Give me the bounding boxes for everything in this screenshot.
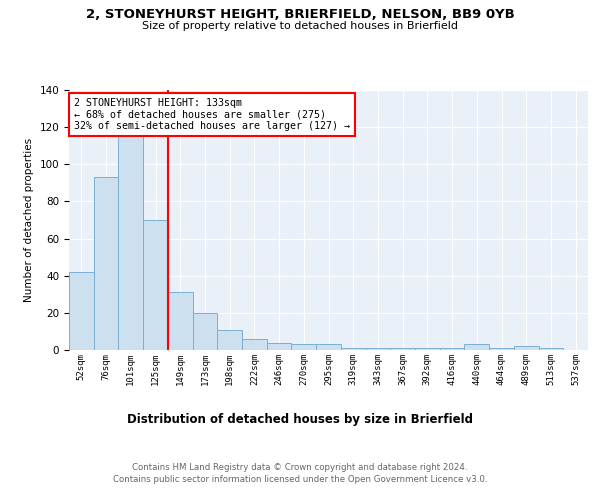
Bar [69,272,94,350]
Bar [440,348,464,350]
Y-axis label: Number of detached properties: Number of detached properties [24,138,34,302]
Bar [267,342,292,350]
Bar [316,344,341,350]
Bar [143,220,168,350]
Text: Contains public sector information licensed under the Open Government Licence v3: Contains public sector information licen… [113,475,487,484]
Text: Contains HM Land Registry data © Crown copyright and database right 2024.: Contains HM Land Registry data © Crown c… [132,462,468,471]
Bar [365,348,390,350]
Text: 2 STONEYHURST HEIGHT: 133sqm
← 68% of detached houses are smaller (275)
32% of s: 2 STONEYHURST HEIGHT: 133sqm ← 68% of de… [74,98,350,131]
Bar [341,348,365,350]
Text: 2, STONEYHURST HEIGHT, BRIERFIELD, NELSON, BB9 0YB: 2, STONEYHURST HEIGHT, BRIERFIELD, NELSO… [86,8,514,20]
Text: Size of property relative to detached houses in Brierfield: Size of property relative to detached ho… [142,21,458,31]
Bar [217,330,242,350]
Bar [390,348,415,350]
Bar [539,348,563,350]
Bar [242,339,267,350]
Bar [193,313,217,350]
Bar [489,348,514,350]
Bar [118,134,143,350]
Bar [94,178,118,350]
Text: Distribution of detached houses by size in Brierfield: Distribution of detached houses by size … [127,412,473,426]
Bar [292,344,316,350]
Bar [168,292,193,350]
Bar [415,348,440,350]
Bar [514,346,539,350]
Bar [464,344,489,350]
